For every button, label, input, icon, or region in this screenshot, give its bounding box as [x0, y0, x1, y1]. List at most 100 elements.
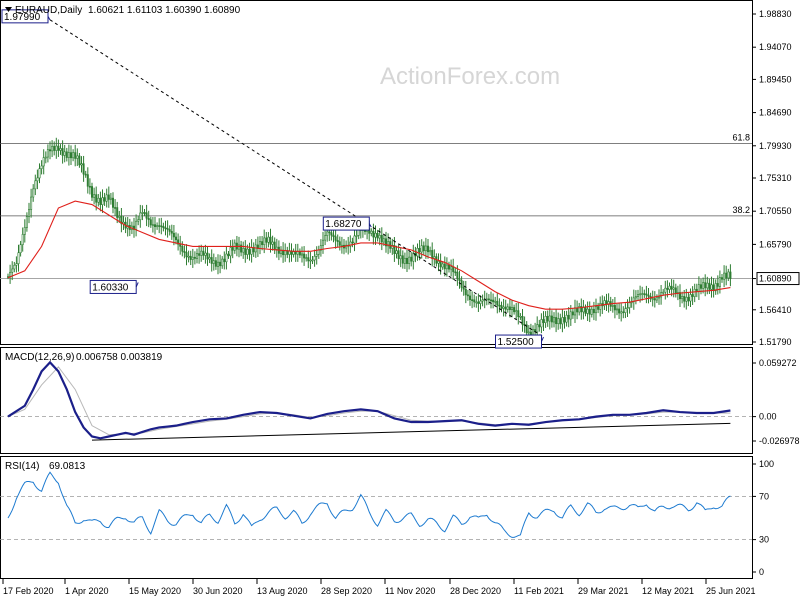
- collapse-triangle-icon[interactable]: [5, 7, 12, 12]
- candle-body: [160, 225, 163, 228]
- candle-body: [267, 236, 270, 243]
- candle-body: [263, 237, 266, 246]
- candle-body: [683, 296, 686, 302]
- candle-body: [13, 264, 16, 270]
- candle-body: [437, 260, 440, 264]
- candle-body: [248, 248, 251, 255]
- candle-body: [17, 252, 20, 264]
- candle-body: [418, 248, 421, 253]
- candle-body: [647, 294, 650, 297]
- candle-body: [223, 258, 226, 263]
- candle-body: [397, 250, 400, 260]
- candle-body: [319, 245, 322, 251]
- candle-body: [473, 299, 476, 303]
- candle-body: [723, 272, 726, 280]
- candle-body: [86, 174, 89, 187]
- candle-body: [634, 296, 637, 299]
- candle-body: [328, 231, 331, 234]
- rsi-y-tick-label: 0: [759, 567, 764, 577]
- candle-body: [107, 194, 110, 200]
- candle-body: [137, 219, 140, 222]
- candle-body: [729, 271, 732, 279]
- candle-body: [149, 219, 152, 226]
- candle-body: [225, 253, 228, 263]
- candle-body: [19, 244, 22, 254]
- candle-body: [240, 244, 243, 253]
- candle-body: [681, 296, 684, 300]
- candle-body: [296, 251, 299, 255]
- candle-body: [563, 317, 566, 323]
- candle-body: [303, 253, 306, 259]
- candle-body: [349, 241, 352, 247]
- candle-body: [628, 302, 631, 308]
- candle-body: [655, 296, 658, 301]
- candle-body: [403, 257, 406, 264]
- x-tick-label: 30 Jun 2020: [193, 586, 243, 596]
- candle-body: [468, 295, 471, 300]
- candle-body: [135, 220, 138, 230]
- candle-body: [498, 304, 501, 307]
- candle-body: [620, 311, 623, 314]
- candle-body: [309, 259, 312, 262]
- candle-body: [515, 310, 518, 313]
- candle-body: [269, 236, 272, 245]
- candle-body: [552, 317, 555, 323]
- candle-body: [391, 244, 394, 249]
- candle-body: [378, 235, 381, 239]
- candle-body: [636, 294, 639, 297]
- candle-body: [687, 296, 690, 302]
- candle-body: [51, 145, 54, 152]
- candle-body: [521, 316, 524, 325]
- x-tick-label: 28 Dec 2020: [450, 586, 501, 596]
- candle-body: [536, 324, 539, 333]
- candle-body: [80, 163, 83, 166]
- candle-body: [580, 306, 583, 313]
- level-label: 61.8: [732, 132, 750, 142]
- candle-body: [72, 152, 75, 159]
- candle-body: [82, 163, 85, 175]
- candle-body: [193, 256, 196, 259]
- candle-body: [527, 331, 530, 334]
- candle-body: [191, 256, 194, 260]
- candle-body: [57, 145, 60, 151]
- candle-body: [298, 251, 301, 256]
- candle-body: [112, 197, 115, 208]
- candle-body: [300, 253, 303, 256]
- candle-body: [599, 303, 602, 310]
- candle-body: [118, 216, 121, 218]
- candle-body: [353, 235, 356, 244]
- candle-body: [506, 306, 509, 310]
- candle-body: [443, 263, 446, 270]
- candle-body: [538, 324, 541, 328]
- candle-body: [426, 245, 429, 253]
- x-tick-label: 17 Feb 2020: [3, 586, 54, 596]
- candle-body: [519, 316, 522, 318]
- candle-body: [338, 241, 341, 246]
- candle-body: [175, 236, 178, 241]
- candle-body: [557, 318, 560, 325]
- candle-body: [664, 287, 667, 293]
- candle-body: [250, 247, 253, 255]
- candle-body: [187, 255, 190, 258]
- candle-body: [95, 194, 98, 203]
- candle-body: [99, 197, 102, 205]
- candle-body: [204, 252, 207, 256]
- candle-body: [594, 306, 597, 314]
- y-tick-label: 1.75310: [759, 173, 792, 183]
- candle-body: [271, 241, 274, 245]
- candle-body: [168, 229, 171, 232]
- candle-body: [139, 212, 142, 221]
- candle-body: [487, 298, 490, 301]
- candle-body: [206, 252, 209, 260]
- candle-body: [706, 282, 709, 289]
- candle-body: [405, 257, 408, 264]
- candle-body: [555, 317, 558, 325]
- candle-body: [540, 319, 543, 328]
- candle-body: [477, 301, 480, 304]
- candle-body: [166, 228, 169, 230]
- candle-body: [588, 308, 591, 315]
- candle-body: [725, 272, 728, 279]
- candle-body: [525, 324, 528, 334]
- candle-body: [384, 238, 387, 247]
- candle-body: [590, 308, 593, 315]
